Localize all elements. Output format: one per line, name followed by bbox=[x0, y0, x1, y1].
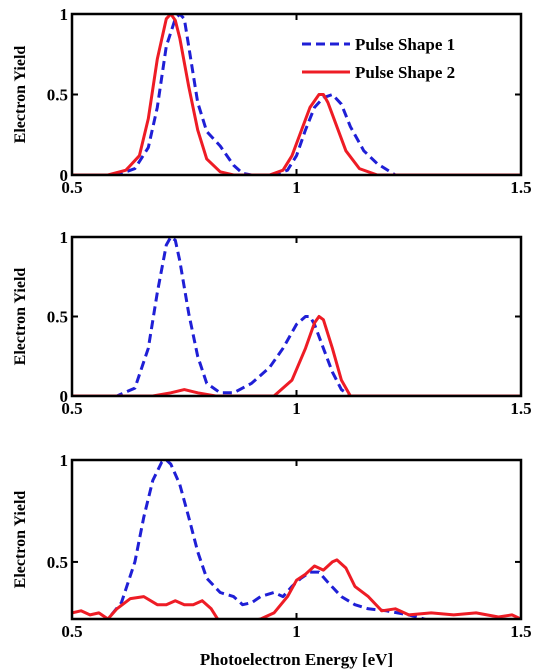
series-line-pulse-shape-2 bbox=[72, 558, 521, 619]
series-line-pulse-shape-1 bbox=[72, 14, 521, 175]
series-line-pulse-shape-2 bbox=[72, 14, 521, 175]
x-tick-label: 1.5 bbox=[510, 622, 531, 641]
x-tick-label: 1.5 bbox=[510, 178, 531, 197]
x-tick-label: 1 bbox=[292, 178, 301, 197]
legend: Pulse Shape 1 Pulse Shape 2 bbox=[302, 35, 455, 82]
series-line-pulse-shape-2 bbox=[72, 315, 521, 396]
y-tick-label: 1 bbox=[60, 228, 69, 247]
y-tick-label: 0.5 bbox=[47, 86, 68, 105]
x-axis-label: Photoelectron Energy [eV] bbox=[200, 650, 393, 669]
x-tick-label: 1 bbox=[292, 622, 301, 641]
y-axis-label: Electron Yield bbox=[12, 268, 29, 366]
chart-panel-3: 0.5 1 1.5 0.5 1 Electron Yield Photoelectron E… bbox=[12, 451, 532, 669]
x-tick-label: 1 bbox=[292, 399, 301, 418]
legend-label: Pulse Shape 2 bbox=[355, 63, 455, 82]
x-tick-label: 0.5 bbox=[61, 399, 82, 418]
y-axis-label: Electron Yield bbox=[12, 46, 29, 144]
series-line-pulse-shape-1 bbox=[72, 237, 521, 396]
series-line-pulse-shape-1 bbox=[102, 460, 430, 619]
y-tick-label: 0 bbox=[60, 387, 69, 406]
y-tick-label: 0.5 bbox=[47, 553, 68, 572]
y-tick-label: 0 bbox=[60, 166, 69, 185]
legend-label: Pulse Shape 1 bbox=[355, 35, 455, 54]
x-tick-label: 0.5 bbox=[61, 178, 82, 197]
x-tick-label: 1.5 bbox=[510, 399, 531, 418]
y-tick-label: 0.5 bbox=[47, 308, 68, 327]
x-tick-label: 0.5 bbox=[61, 622, 82, 641]
plot-frame bbox=[70, 458, 523, 621]
y-tick-label: 1 bbox=[60, 5, 69, 24]
y-tick-label: 1 bbox=[60, 451, 69, 470]
y-axis-label: Electron Yield bbox=[12, 491, 29, 589]
